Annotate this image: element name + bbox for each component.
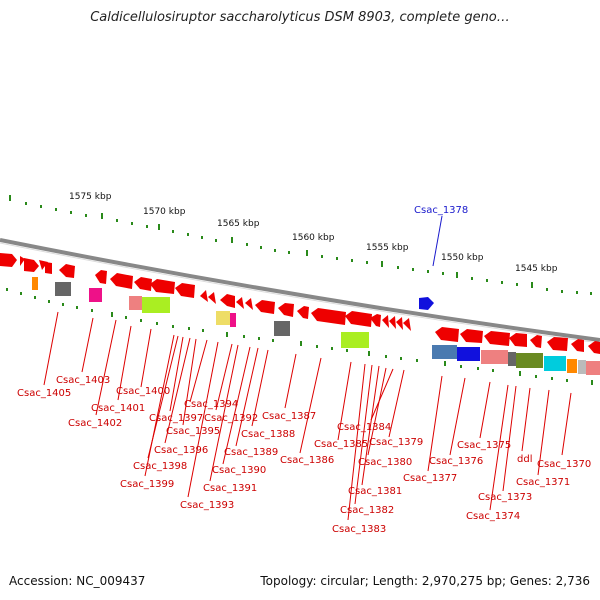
gene-label: Csac_1392 xyxy=(204,413,258,424)
gene-label: Csac_1396 xyxy=(154,445,208,456)
gene-label: Csac_1381 xyxy=(348,486,402,497)
gene-label: Csac_1375 xyxy=(457,440,511,451)
scale-label: 1575 kbp xyxy=(69,192,112,202)
gene-label: Csac_1376 xyxy=(429,456,483,467)
gene-label: Csac_1389 xyxy=(224,447,278,458)
topology-text: Topology: circular; Length: 2,970,275 bp… xyxy=(260,574,590,588)
scale-label: 1545 kbp xyxy=(515,264,558,274)
gene-label: Csac_1394 xyxy=(184,399,238,410)
gene-label: Csac_1390 xyxy=(212,465,266,476)
gene-label: Csac_1398 xyxy=(133,461,187,472)
gene-label: Csac_1401 xyxy=(91,403,145,414)
inner-ticks xyxy=(6,288,593,385)
gene-label: Csac_1383 xyxy=(332,524,386,535)
scale-label: 1565 kbp xyxy=(217,219,260,229)
feature-track[interactable] xyxy=(32,277,600,375)
gene-label: Csac_1403 xyxy=(56,375,110,386)
gene-label: Csac_1397 xyxy=(149,413,203,424)
map-title: Caldicellulosiruptor saccharolyticus DSM… xyxy=(90,10,510,25)
forward-strand-genes[interactable] xyxy=(0,253,600,354)
gene-label: Csac_1400 xyxy=(116,386,170,397)
gene-label: Csac_1393 xyxy=(180,500,234,511)
gene-label: Csac_1377 xyxy=(403,473,457,484)
gene-label: ddl xyxy=(517,454,532,465)
gene-label: Csac_1388 xyxy=(241,429,295,440)
scale-label: 1570 kbp xyxy=(143,207,186,217)
genome-backbone xyxy=(0,238,600,342)
scale-ticks xyxy=(9,195,592,295)
gene-label: Csac_1373 xyxy=(478,492,532,503)
gene-label: Csac_1371 xyxy=(516,477,570,488)
gene-label: Csac_1399 xyxy=(120,479,174,490)
gene-label: Csac_1386 xyxy=(280,455,334,466)
gene-label: Csac_1385 xyxy=(314,439,368,450)
gene-label: Csac_1379 xyxy=(369,437,423,448)
gene-label: Csac_1387 xyxy=(262,411,316,422)
scale-label: 1555 kbp xyxy=(366,243,409,253)
gene-label: Csac_1382 xyxy=(340,505,394,516)
gene-label: Csac_1395 xyxy=(166,426,220,437)
gene-label: Csac_1374 xyxy=(466,511,520,522)
scale-labels: 1575 kbp 1570 kbp 1565 kbp 1560 kbp 1555… xyxy=(69,192,558,274)
highlight-label: Csac_1378 xyxy=(414,205,468,216)
gene-label: Csac_1384 xyxy=(337,422,391,433)
scale-label: 1560 kbp xyxy=(292,233,335,243)
gene-label: Csac_1402 xyxy=(68,418,122,429)
gene-label: Csac_1391 xyxy=(203,483,257,494)
accession-text: Accession: NC_009437 xyxy=(9,574,146,588)
scale-label: 1550 kbp xyxy=(441,253,484,263)
gene-label: Csac_1380 xyxy=(358,457,412,468)
label-lines xyxy=(43,311,572,521)
gene-labels[interactable]: Csac_1405 Csac_1403 Csac_1402 Csac_1401 … xyxy=(17,375,591,535)
highlighted-gene[interactable]: Csac_1378 xyxy=(414,205,468,310)
gene-label: Csac_1370 xyxy=(537,459,591,470)
gene-label: Csac_1405 xyxy=(17,388,71,399)
